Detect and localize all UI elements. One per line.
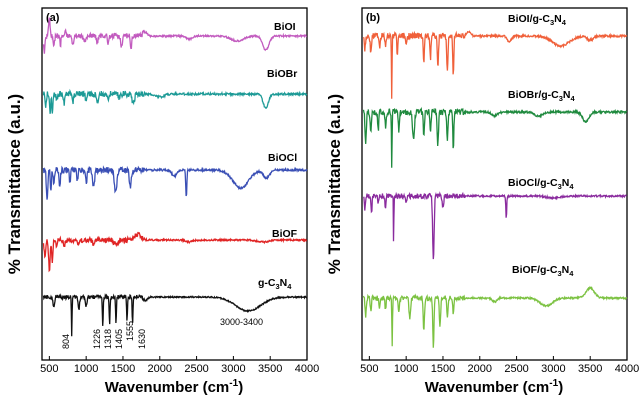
panel-a-series: [42, 17, 308, 337]
panel-a-x-axis-label: Wavenumber (cm-1): [105, 378, 243, 396]
series-label-biof: BiOF: [272, 228, 298, 240]
x-tick-label-a-1000: 1000: [74, 363, 98, 375]
peak-annotations: 804 1226 1318 1405 1555 1630 3000-3400: [61, 317, 263, 349]
panel-b-label: (b): [366, 12, 380, 24]
series-label-bioi-gc3n4: BiOI/g-C3N4: [508, 13, 567, 27]
x-tick-label-a-2500: 2500: [184, 363, 208, 375]
panel-b-frame: [361, 7, 628, 361]
panel-b: (b) 500 1000 1500 2000 2500 3000 3500 4000 BiOI…: [325, 7, 639, 396]
x-tick-label-b-4000: 4000: [615, 363, 639, 375]
series-label-biobr-gc3n4: BiOBr/g-C3N4: [508, 89, 576, 103]
x-tick-label-b-500: 500: [360, 363, 378, 375]
panel-a: (a) 500 1000 1500 2000 2500 3000 3500 4000 BiOI…: [5, 7, 319, 396]
panel-a-frame: [41, 7, 308, 361]
panel-a-x-ticks: 500 1000 1500 2000 2500 3000 3500 4000: [40, 356, 319, 375]
x-tick-label-a-1500: 1500: [111, 363, 135, 375]
series-line-a-5: [42, 293, 308, 337]
x-tick-label-b-1500: 1500: [431, 363, 455, 375]
x-tick-label-b-2500: 2500: [504, 363, 528, 375]
x-tick-label-b-1000: 1000: [394, 363, 418, 375]
annotation-804: 804: [61, 334, 71, 349]
series-line-b-3: [362, 191, 627, 260]
series-line-b-1: [362, 30, 628, 99]
series-label-biof-gc3n4: BiOF/g-C3N4: [512, 264, 574, 278]
x-tick-label-b-3500: 3500: [578, 363, 602, 375]
annotation-3000-3400: 3000-3400: [220, 317, 263, 327]
x-tick-label-a-2000: 2000: [148, 363, 172, 375]
series-label-biocl-gc3n4: BiOCl/g-C3N4: [508, 177, 574, 191]
series-line-b-4: [362, 285, 628, 348]
series-line-a-3: [42, 165, 308, 200]
panel-b-x-ticks: 500 1000 1500 2000 2500 3000 3500 4000: [360, 356, 639, 375]
panel-a-y-axis-label: % Transmittance (a.u.): [5, 94, 24, 274]
series-label-biobr: BiOBr: [267, 68, 297, 80]
series-line-b-2: [362, 106, 628, 168]
x-tick-label-b-2000: 2000: [468, 363, 492, 375]
x-tick-label-a-500: 500: [40, 363, 58, 375]
panel-b-y-axis-label: % Transmittance (a.u.): [325, 94, 344, 274]
annotation-1318: 1318: [103, 329, 113, 349]
series-label-gc3n4: g-C3N4: [258, 277, 292, 291]
panel-b-series: [362, 30, 628, 348]
series-label-bioi: BiOI: [274, 21, 296, 33]
x-tick-label-a-4000: 4000: [295, 363, 319, 375]
x-tick-label-b-3000: 3000: [541, 363, 565, 375]
x-tick-label-a-3000: 3000: [221, 363, 245, 375]
series-line-a-2: [42, 88, 308, 114]
x-tick-label-a-3500: 3500: [258, 363, 282, 375]
series-label-biocl: BiOCl: [268, 152, 297, 164]
annotation-1555: 1555: [125, 321, 135, 341]
series-line-a-1: [42, 17, 307, 54]
annotation-1226: 1226: [92, 329, 102, 349]
annotation-1405: 1405: [114, 329, 124, 349]
panel-a-label: (a): [46, 12, 60, 24]
annotation-1630: 1630: [137, 329, 147, 349]
series-line-a-4: [42, 231, 307, 273]
panel-b-x-axis-label: Wavenumber (cm-1): [425, 378, 563, 396]
